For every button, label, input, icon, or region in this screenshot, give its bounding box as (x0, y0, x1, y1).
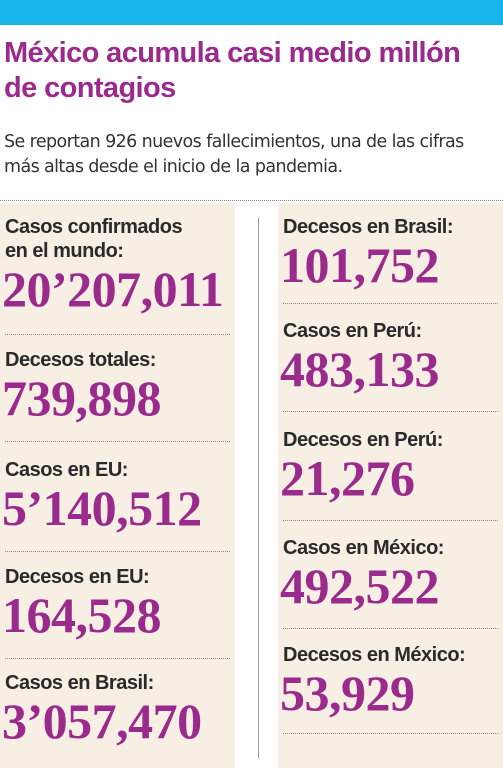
stat-label: Decesos totales: (5, 349, 156, 371)
stat-label: Casos en Brasil: (5, 672, 154, 694)
stat-label: Decesos en Perú: (283, 429, 443, 451)
stat-value: 53,929 (280, 665, 415, 721)
stat-world-cases: Casos confirmados en el mundo: 20’207,01… (0, 215, 235, 315)
stat-label: Casos en México: (283, 537, 444, 559)
stat-divider (283, 733, 498, 734)
stat-label: Decesos en México: (283, 644, 466, 666)
stat-peru-deaths: Decesos en Perú: 21,276 (278, 428, 503, 504)
stat-divider (5, 658, 230, 659)
stat-label: Decesos en Brasil: (283, 216, 453, 238)
stat-brazil-deaths: Decesos en Brasil: 101,752 (278, 215, 503, 291)
stat-value: 21,276 (280, 450, 415, 506)
stat-divider (283, 520, 498, 521)
stat-label: Casos en Perú: (283, 320, 422, 342)
stat-divider (5, 334, 230, 335)
column-divider (258, 218, 259, 758)
top-accent-bar (0, 0, 503, 25)
stat-peru-cases: Casos en Perú: 483,133 (278, 319, 503, 395)
stat-total-deaths: Decesos totales: 739,898 (0, 348, 235, 424)
stat-value: 20’207,011 (2, 261, 224, 317)
headline-title: México acumula casi medio millón de cont… (4, 37, 461, 104)
right-stats-panel: Decesos en Brasil: 101,752 Casos en Perú… (278, 203, 503, 768)
stat-label: Casos confirmados en el mundo: (5, 216, 183, 262)
stat-divider (283, 411, 498, 412)
header-divider (0, 200, 503, 201)
stat-label: Decesos en EU: (5, 566, 150, 588)
stat-value: 3’057,470 (2, 693, 202, 749)
stat-divider (283, 303, 498, 304)
left-stats-panel: Casos confirmados en el mundo: 20’207,01… (0, 203, 235, 768)
stat-value: 739,898 (2, 370, 162, 426)
stat-value: 5’140,512 (2, 480, 202, 536)
stat-divider (5, 551, 230, 552)
stat-brazil-cases: Casos en Brasil: 3’057,470 (0, 671, 235, 747)
stat-us-cases: Casos en EU: 5’140,512 (0, 458, 235, 534)
stat-label: Casos en EU: (5, 459, 128, 481)
stat-value: 483,133 (280, 341, 440, 397)
stat-value: 492,522 (280, 558, 440, 614)
stat-value: 101,752 (280, 237, 440, 293)
headline-subtitle: Se reportan 926 nuevos fallecimientos, u… (4, 132, 464, 177)
stat-us-deaths: Decesos en EU: 164,528 (0, 565, 235, 641)
stat-divider (283, 628, 498, 629)
stat-mexico-cases: Casos en México: 492,522 (278, 536, 503, 612)
stat-divider (5, 441, 230, 442)
stat-value: 164,528 (2, 587, 162, 643)
stat-mexico-deaths: Decesos en México: 53,929 (278, 643, 503, 719)
